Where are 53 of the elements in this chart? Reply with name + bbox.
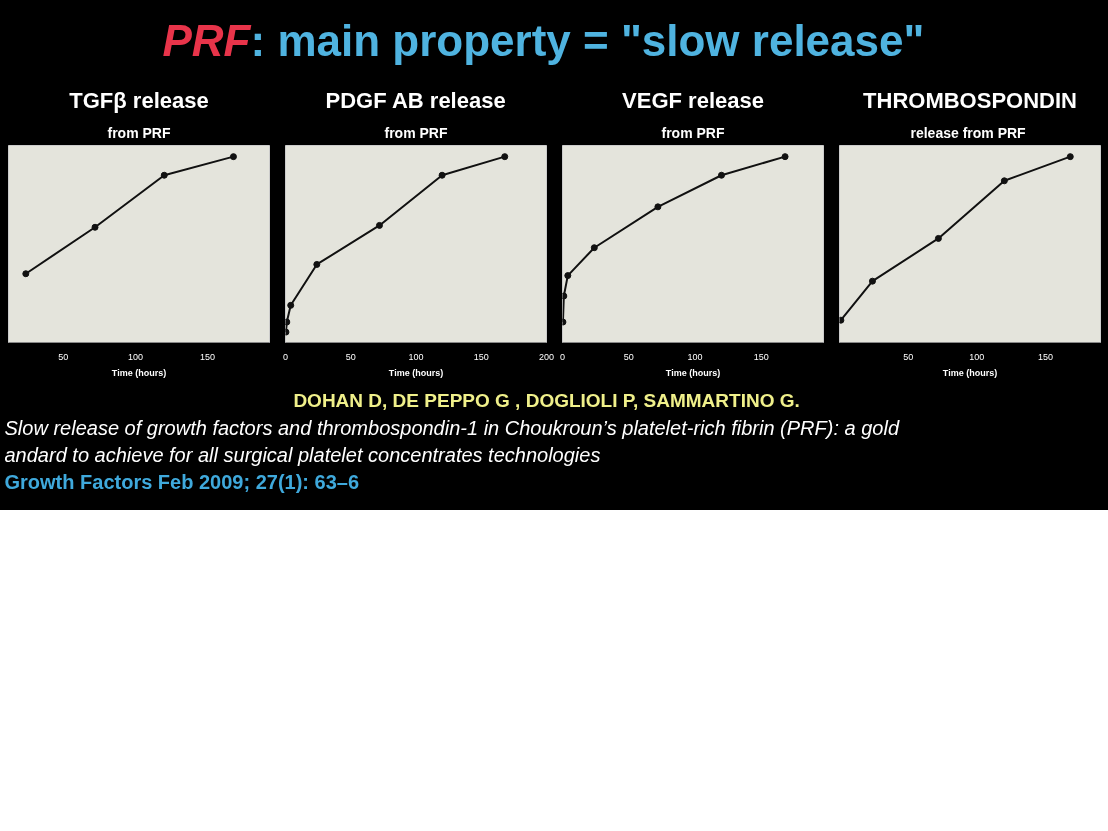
chart-title: THROMBOSPONDIN [863,87,1077,113]
point [868,277,876,285]
chart-subtitle: from PRF [384,124,448,141]
text: Slow release of growth factors and thrombospondin-1 in Choukroun’s platelet-rich fibrin (PRF): a gold [4,416,900,439]
x-tick-label: 50 [345,351,356,362]
point [375,221,383,229]
x-tick-label: 100 [687,351,703,362]
chart-subtitle: from PRF [661,124,725,141]
point [781,153,789,161]
x-tick-label: 150 [1038,351,1054,362]
point [717,171,725,179]
x-axis-title: Time (hours) [665,367,721,378]
point [438,171,446,179]
x-tick-label: 100 [127,351,143,362]
point [160,171,168,179]
x-tick-label: 0 [283,351,289,362]
text: Growth Factors Feb 2009; 27(1): 63–6 [4,470,360,493]
point [934,234,942,242]
text: DOHAN D, DE PEPPO G , DOGLIOLI P, SAMMARTINO G. [293,390,800,411]
chart-subtitle: release from PRF [910,124,1027,141]
text: andard to achieve for all surgical platelet concentrates technologies [4,443,601,466]
point [22,270,30,278]
point [839,316,845,324]
point [564,272,572,280]
point [590,244,598,252]
chart-title: TGFβ release [69,87,209,113]
x-axis-title: Time (hours) [388,367,444,378]
x-tick-label: 50 [903,351,914,362]
chart-title: PDGF AB release [325,87,506,113]
chart-title: VEGF release [622,87,764,113]
chart-subtitle: from PRF [107,124,171,141]
point [1066,153,1074,161]
text: PRF [162,16,252,65]
x-tick-label: 150 [199,351,216,362]
point [285,318,291,326]
x-tick-label: 100 [969,351,985,362]
point [562,292,568,300]
x-axis-title: Time (hours) [111,367,167,378]
point [287,301,295,309]
point [654,203,662,211]
x-tick-label: 50 [623,351,634,362]
x-tick-label: 50 [58,351,69,362]
x-tick-label: 200 [538,351,555,362]
point [91,223,99,231]
point [501,153,509,161]
x-tick-label: 150 [473,351,489,362]
point [229,153,237,161]
x-axis-title: Time (hours) [942,367,998,378]
x-tick-label: 150 [753,351,769,362]
point [1000,177,1008,185]
x-tick-label: 0 [560,351,566,362]
point [313,260,321,268]
x-tick-label: 100 [408,351,424,362]
